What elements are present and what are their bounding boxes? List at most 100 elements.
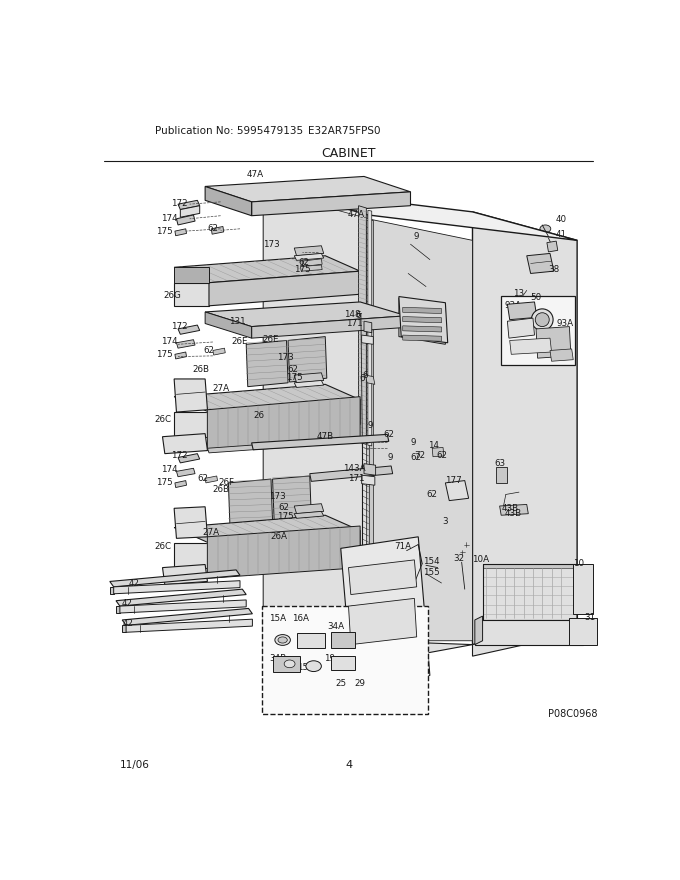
Text: 173: 173 xyxy=(277,353,293,362)
Ellipse shape xyxy=(531,309,553,330)
Polygon shape xyxy=(302,259,322,267)
Polygon shape xyxy=(573,564,593,614)
Text: 173: 173 xyxy=(262,239,279,249)
Polygon shape xyxy=(174,385,360,412)
Text: 62: 62 xyxy=(436,451,447,460)
Ellipse shape xyxy=(423,458,440,474)
Text: 11/06: 11/06 xyxy=(120,759,150,770)
Bar xyxy=(501,296,575,365)
Polygon shape xyxy=(205,176,411,202)
Text: 177: 177 xyxy=(445,476,462,485)
Polygon shape xyxy=(209,271,360,306)
Text: 3: 3 xyxy=(443,517,448,526)
Polygon shape xyxy=(294,511,324,518)
Text: E32AR75FPS0: E32AR75FPS0 xyxy=(308,126,381,136)
Ellipse shape xyxy=(275,634,290,645)
Text: 47A: 47A xyxy=(247,170,264,179)
Polygon shape xyxy=(205,476,218,483)
Polygon shape xyxy=(399,297,447,343)
Polygon shape xyxy=(211,226,224,234)
Ellipse shape xyxy=(363,438,365,440)
Ellipse shape xyxy=(376,438,378,439)
Text: 174: 174 xyxy=(161,337,177,346)
Text: CABINET: CABINET xyxy=(321,147,376,160)
Text: Publication No: 5995479135: Publication No: 5995479135 xyxy=(155,126,303,136)
Text: P08C0968: P08C0968 xyxy=(549,709,598,719)
Polygon shape xyxy=(252,435,389,450)
Text: 40: 40 xyxy=(556,215,566,224)
Polygon shape xyxy=(263,190,372,660)
Text: 62: 62 xyxy=(411,453,422,462)
Text: 174: 174 xyxy=(161,466,177,474)
Text: 26B: 26B xyxy=(212,486,229,495)
Text: 42: 42 xyxy=(122,598,133,607)
Text: 62: 62 xyxy=(287,365,299,374)
Ellipse shape xyxy=(292,443,295,444)
Ellipse shape xyxy=(184,520,190,524)
Polygon shape xyxy=(348,560,417,595)
Text: 42: 42 xyxy=(123,619,134,627)
Ellipse shape xyxy=(356,439,359,441)
Ellipse shape xyxy=(361,472,364,474)
Polygon shape xyxy=(510,338,551,355)
Polygon shape xyxy=(536,326,571,358)
Polygon shape xyxy=(174,507,207,539)
Polygon shape xyxy=(174,379,207,412)
Text: 175: 175 xyxy=(294,265,310,274)
Ellipse shape xyxy=(373,471,377,473)
Text: 93A: 93A xyxy=(505,301,522,311)
Ellipse shape xyxy=(318,476,322,478)
Ellipse shape xyxy=(355,473,358,474)
Text: 27A: 27A xyxy=(212,385,229,393)
Text: 62: 62 xyxy=(384,430,394,439)
Text: 26B: 26B xyxy=(192,365,209,374)
Polygon shape xyxy=(355,671,389,691)
Polygon shape xyxy=(263,187,577,240)
Polygon shape xyxy=(246,341,288,386)
Polygon shape xyxy=(116,606,120,613)
Text: 174: 174 xyxy=(161,214,177,223)
Text: 173: 173 xyxy=(269,492,286,502)
Text: 171: 171 xyxy=(345,319,362,328)
Polygon shape xyxy=(426,308,431,315)
Ellipse shape xyxy=(312,442,314,444)
Text: 169: 169 xyxy=(509,341,526,350)
Polygon shape xyxy=(178,201,200,209)
Polygon shape xyxy=(500,504,528,515)
Polygon shape xyxy=(205,187,252,216)
Polygon shape xyxy=(473,621,577,656)
Polygon shape xyxy=(294,246,324,256)
Ellipse shape xyxy=(318,442,320,443)
Text: 172: 172 xyxy=(171,199,188,208)
Polygon shape xyxy=(263,187,368,660)
Text: 42: 42 xyxy=(129,579,139,588)
Polygon shape xyxy=(174,282,209,306)
Ellipse shape xyxy=(535,312,549,326)
Text: 13: 13 xyxy=(513,289,524,298)
Polygon shape xyxy=(550,348,573,362)
Polygon shape xyxy=(126,620,252,632)
Polygon shape xyxy=(176,468,195,477)
Polygon shape xyxy=(205,312,252,338)
Text: 6: 6 xyxy=(362,370,367,379)
Polygon shape xyxy=(432,447,444,457)
Polygon shape xyxy=(207,526,360,578)
Text: 71A: 71A xyxy=(394,541,411,551)
Ellipse shape xyxy=(343,473,346,476)
Text: 172: 172 xyxy=(171,451,188,459)
Text: 175: 175 xyxy=(156,350,173,359)
Text: 19: 19 xyxy=(324,654,335,663)
Polygon shape xyxy=(174,256,360,282)
Polygon shape xyxy=(263,641,473,664)
Polygon shape xyxy=(209,400,360,436)
Polygon shape xyxy=(366,375,375,385)
Ellipse shape xyxy=(273,444,276,445)
Ellipse shape xyxy=(540,225,551,232)
Text: 62: 62 xyxy=(278,503,289,512)
Polygon shape xyxy=(174,515,360,543)
Polygon shape xyxy=(163,565,207,584)
Polygon shape xyxy=(175,480,186,488)
Polygon shape xyxy=(163,434,207,454)
Text: 155: 155 xyxy=(423,568,440,577)
Polygon shape xyxy=(362,335,373,344)
